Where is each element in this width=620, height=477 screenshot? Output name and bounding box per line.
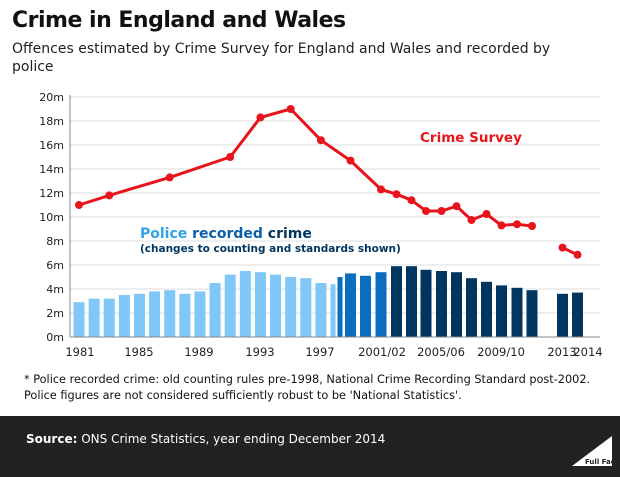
police-bar-1982 (88, 298, 100, 337)
police-bar-2007/08 (466, 278, 477, 337)
y-tick-label: 8m (46, 235, 64, 248)
crime-survey-point-2008/09 (482, 210, 491, 218)
crime-survey-point-2003/04 (407, 196, 416, 205)
police-bar-1992 (239, 271, 251, 337)
x-tick-label: 2009/10 (477, 345, 525, 359)
police-bar-1994 (270, 274, 282, 337)
crime-survey-point-2007/08 (467, 216, 476, 224)
y-tick-label: 14m (39, 163, 64, 176)
footnote-line: * Police recorded crime: old counting ru… (24, 373, 591, 386)
police-bar-1996 (300, 278, 312, 337)
crime-survey-point-2001/02 (377, 185, 385, 194)
police-bar-1997/98 (330, 284, 336, 337)
y-tick-label: 16m (39, 139, 64, 152)
crime-survey-point-1995 (286, 105, 295, 113)
crime-survey-point-2011/12 (528, 222, 536, 230)
crime-survey-point-2002/03 (392, 190, 401, 199)
x-tick-label: 1981 (65, 345, 94, 359)
crime-survey-point-2005/06 (437, 207, 446, 215)
crime-survey-point-2014 (573, 250, 582, 259)
police-bar-1998/99 (337, 277, 343, 337)
police-bar-1984 (118, 295, 130, 337)
police-bar-2009/10 (496, 285, 507, 337)
x-tick-label: 2014 (573, 345, 602, 359)
x-tick-label: 1989 (184, 345, 213, 359)
crime-survey-point-1987 (165, 173, 174, 182)
police-bar-2010/11 (511, 287, 523, 337)
police-bar-1987 (164, 290, 176, 337)
crime-survey-point-1983 (105, 191, 114, 200)
footer: Source: ONS Crime Statistics, year endin… (0, 416, 620, 477)
source: Source: ONS Crime Statistics, year endin… (26, 432, 385, 446)
police-bar-1981 (73, 302, 85, 337)
police-bar-1983 (103, 298, 115, 337)
footnote: * Police recorded crime: old counting ru… (24, 372, 590, 404)
police-bar-2002/03 (391, 266, 402, 337)
police-note-label: (changes to counting and standards shown… (140, 243, 401, 255)
crime-survey-point-2006/07 (452, 202, 461, 211)
svg-text:Full Fact: Full Fact (585, 458, 612, 466)
y-tick-label: 2m (46, 307, 64, 320)
y-tick-label: 18m (39, 115, 64, 128)
police-bar-2004/05 (420, 269, 432, 337)
footnote-line: Police figures are not considered suffic… (24, 389, 462, 402)
police-bar-1997 (315, 283, 327, 337)
crime-survey-point-2010/11 (513, 220, 521, 229)
police-bar-1993 (254, 272, 266, 337)
police-bar-2011/12 (526, 290, 538, 337)
x-tick-label: 1985 (124, 345, 153, 359)
legend-word: crime (263, 226, 312, 242)
police-bar-1985 (133, 293, 145, 337)
police-bar-2006/07 (451, 272, 462, 337)
y-tick-label: 0m (46, 331, 64, 344)
y-tick-label: 20m (39, 91, 64, 104)
chart: 0m 2m 4m 6m 8m 10m 12m 14m 16m 18m 20m 1981 1985 1989… (39, 91, 602, 359)
police-bar-2001/02 (375, 272, 387, 337)
y-tick-label: 6m (46, 259, 64, 272)
crime-survey-point-2013 (558, 243, 567, 252)
crime-survey-line (78, 107, 533, 228)
police-bar-2013 (557, 293, 568, 337)
crime-survey-point-1999/00 (346, 156, 355, 165)
police-bar-1995 (285, 277, 297, 337)
police-bar-1999/00 (345, 273, 356, 337)
x-tick-label: 2013 (547, 345, 576, 359)
chart-subtitle: Offences estimated by Crime Survey for E… (12, 41, 551, 75)
police-bar-1990 (209, 283, 221, 337)
y-tick-label: 12m (39, 187, 64, 200)
police-bar-2014 (572, 292, 583, 337)
crime-survey-point-2004/05 (422, 207, 430, 215)
police-bar-2003/04 (406, 266, 417, 337)
crime-survey-point-1991 (226, 153, 235, 161)
crime-survey-point-1993 (256, 113, 265, 122)
crime-survey-point-1997 (316, 136, 325, 145)
crime-survey-label: Crime Survey (420, 130, 522, 146)
police-bar-1989 (194, 291, 206, 337)
police-bar-1986 (149, 291, 161, 337)
y-tick-label: 10m (39, 211, 64, 224)
legend-word: recorded (187, 226, 263, 242)
source-label: Source: (26, 432, 78, 446)
police-recorded-label: Police recorded crime (140, 226, 312, 242)
page-title: Crime in England and Wales (12, 8, 346, 33)
source-text: ONS Crime Statistics, year ending Decemb… (77, 432, 386, 446)
police-bar-2008/09 (481, 281, 492, 337)
police-bar-2005/06 (436, 271, 447, 337)
crime-survey-point-1981 (75, 201, 83, 209)
police-bar-1988 (179, 293, 191, 337)
crime-survey-point-2009/10 (497, 221, 506, 230)
y-tick-label: 4m (46, 283, 64, 296)
police-bar-1991 (224, 274, 236, 337)
x-tick-label: 2005/06 (417, 345, 465, 359)
legend-word: Police (140, 226, 187, 242)
x-tick-label: 1997 (305, 345, 334, 359)
x-tick-label: 1993 (245, 345, 274, 359)
full-fact-logo: Full Fact (572, 436, 612, 466)
police-bar-2000/01 (360, 275, 371, 337)
x-tick-label: 2001/02 (358, 345, 406, 359)
